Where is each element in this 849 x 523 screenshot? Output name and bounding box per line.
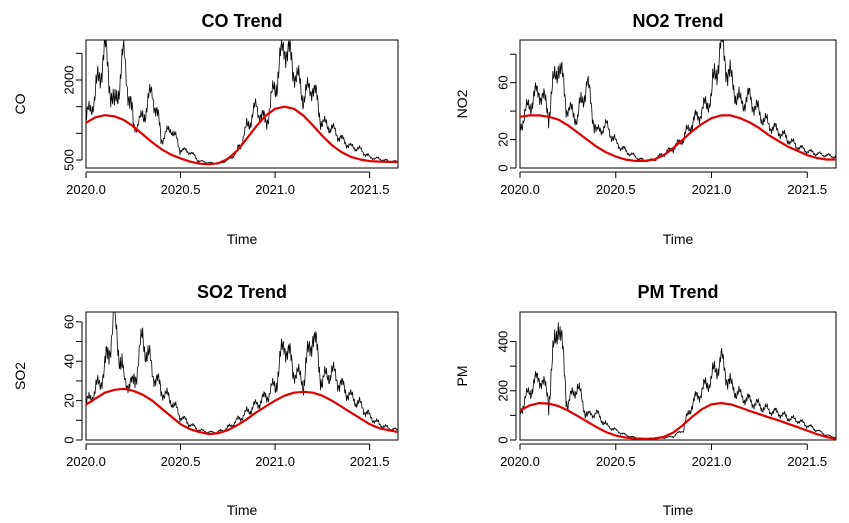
smoothed-trend-line — [85, 387, 399, 436]
y-tick-label: 60 — [496, 75, 511, 89]
plot-frame — [519, 39, 837, 169]
panel-2: SO2 Trend 2020.0 2020.5 2021.0 2021.5 0 20 40 60… — [12, 282, 399, 518]
y-tick-label: 0 — [496, 436, 511, 443]
x-tick-label: 2020.0 — [500, 454, 540, 469]
panel-0: CO Trend 2020.0 2020.5 2021.0 2021.5 500 2000 T… — [12, 11, 399, 247]
y-tick-label: 500 — [62, 149, 77, 171]
y-axis-label: NO2 — [454, 89, 470, 118]
x-tick-label: 2021.0 — [255, 182, 295, 197]
y-axis-label: PM — [454, 366, 470, 387]
x-tick-label: 2020.5 — [161, 182, 201, 197]
y-tick-label: 0 — [62, 436, 77, 443]
x-tick-label: 2021.0 — [255, 454, 295, 469]
x-axis-label: Time — [227, 502, 258, 518]
observed-series-line — [519, 39, 837, 163]
y-tick-label: 0 — [496, 164, 511, 171]
chart-title: PM Trend — [637, 282, 718, 302]
chart-title: CO Trend — [201, 11, 282, 31]
plot-frame — [85, 39, 399, 169]
x-tick-label: 2020.5 — [596, 454, 636, 469]
x-tick-label: 2021.5 — [350, 182, 390, 197]
x-tick-label: 2020.0 — [66, 182, 106, 197]
x-tick-label: 2021.0 — [692, 182, 732, 197]
x-axis-label: Time — [663, 502, 694, 518]
x-tick-label: 2020.5 — [161, 454, 201, 469]
x-tick-label: 2021.5 — [350, 454, 390, 469]
y-axis-label: SO2 — [12, 362, 28, 390]
observed-series-line — [85, 311, 399, 434]
chart-title: NO2 Trend — [632, 11, 723, 31]
smoothed-trend-line — [519, 402, 837, 440]
x-tick-label: 2020.5 — [596, 182, 636, 197]
y-tick-label: 60 — [62, 315, 77, 329]
x-tick-label: 2021.5 — [787, 454, 827, 469]
chart-title: SO2 Trend — [197, 282, 287, 302]
x-axis-label: Time — [663, 231, 694, 247]
y-tick-label: 200 — [496, 380, 511, 402]
y-tick-label: 20 — [496, 132, 511, 146]
smoothed-trend-line — [85, 105, 398, 166]
y-tick-label: 400 — [496, 331, 511, 353]
x-tick-label: 2021.5 — [787, 182, 827, 197]
x-tick-label: 2020.0 — [500, 182, 540, 197]
panel-3: PM Trend 2020.0 2020.5 2021.0 2021.5 0 200 400 T… — [454, 282, 837, 518]
x-tick-label: 2021.0 — [692, 454, 732, 469]
observed-series-line — [519, 322, 837, 440]
smoothed-trend-line — [519, 114, 836, 162]
panel-1: NO2 Trend 2020.0 2020.5 2021.0 2021.5 0 20 60 Ti… — [454, 11, 837, 247]
y-tick-label: 20 — [62, 393, 77, 407]
x-axis-label: Time — [227, 231, 258, 247]
y-axis-label: CO — [12, 93, 28, 114]
x-tick-label: 2020.0 — [66, 454, 106, 469]
y-tick-label: 2000 — [62, 66, 77, 95]
y-tick-label: 40 — [62, 354, 77, 368]
plot-frame — [519, 311, 837, 441]
plot-frame — [85, 311, 399, 441]
